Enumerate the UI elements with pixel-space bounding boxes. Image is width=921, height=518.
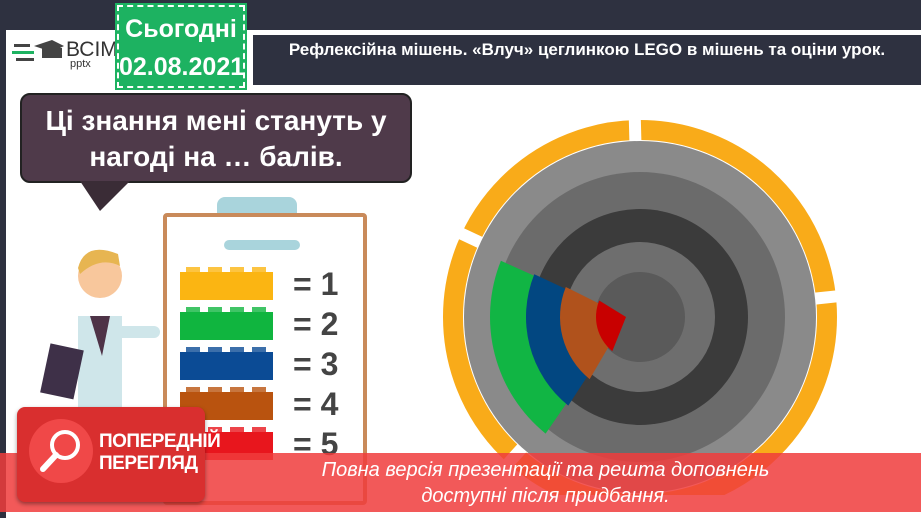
bubble-tail <box>80 181 130 211</box>
scale-label: = 4 <box>293 386 339 422</box>
scale-label: = 2 <box>293 306 339 342</box>
target-sector <box>596 300 626 352</box>
target-ring <box>595 272 685 362</box>
clipboard-clamp-bar <box>224 240 300 250</box>
logo-text: ВСІМ <box>66 38 118 61</box>
lego-brick <box>180 347 273 380</box>
speech-bubble: Ці знання мені стануть у нагоді на … бал… <box>20 93 412 183</box>
logo-sub: pptx <box>70 58 91 70</box>
bubble-line-1: Ці знання мені стануть у <box>45 105 387 136</box>
clipboard-clamp <box>217 197 297 217</box>
reflection-target <box>443 111 840 495</box>
bubble-line-2: нагоді на … балів. <box>89 141 343 172</box>
scale-label: = 1 <box>293 266 339 302</box>
magnifier-icon <box>29 419 93 483</box>
date-value: 02.08.2021 <box>119 53 245 81</box>
graduation-cap-icon <box>12 40 64 61</box>
date-label: Сьогодні <box>125 15 237 43</box>
lego-brick <box>180 267 273 300</box>
preview-badge[interactable]: ПОПЕРЕДНІЙ ПЕРЕГЛЯД <box>17 407 221 502</box>
banner-line-2: доступні після придбання. <box>421 485 670 507</box>
lego-brick <box>180 307 273 340</box>
preview-line-2: ПЕРЕГЛЯД <box>99 453 198 474</box>
header-title: Рефлексійна мішень. «Влуч» цеглинкою LEG… <box>253 35 921 85</box>
date-badge: Сьогодні 02.08.2021 <box>115 3 247 90</box>
preview-line-1: ПОПЕРЕДНІЙ <box>99 431 221 452</box>
logo: ВСІМ pptx <box>12 38 118 72</box>
banner-line-1: Повна версія презентації та решта доповн… <box>321 459 770 481</box>
scale-label: = 3 <box>293 346 339 382</box>
